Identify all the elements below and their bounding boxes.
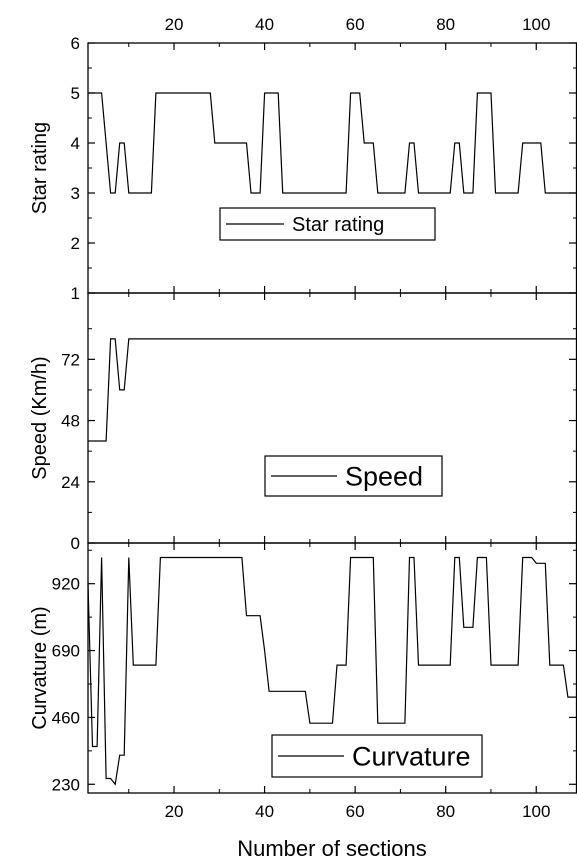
x-tick-label-bottom: 100 [522, 802, 550, 821]
y-tick-label: 460 [52, 708, 80, 727]
x-tick-label-top: 80 [436, 15, 455, 34]
x-axis-label: Number of sections [237, 836, 427, 861]
x-tick-label-top: 20 [165, 15, 184, 34]
legend-label: Curvature [352, 742, 471, 772]
x-tick-label-bottom: 40 [255, 802, 274, 821]
x-tick-label-top: 60 [346, 15, 365, 34]
legend-label: Star rating [292, 214, 384, 236]
y-tick-label: 0 [71, 534, 80, 553]
panel-1-frame [87, 42, 577, 294]
y-tick-label: 72 [61, 350, 80, 369]
y-tick-label: 920 [52, 575, 80, 594]
series-line-star-rating [88, 92, 577, 194]
y-axis-label: Star rating [29, 122, 51, 214]
legend-label: Speed [345, 462, 423, 492]
x-tick-label-bottom: 80 [436, 802, 455, 821]
y-tick-label: 24 [61, 473, 80, 492]
series-line-curvature [87, 556, 577, 786]
series-line-speed [88, 338, 577, 442]
legend-box [219, 207, 436, 241]
y-tick-label: 690 [52, 642, 80, 661]
panel-2-frame [87, 292, 577, 544]
y-tick-label: 3 [71, 184, 80, 203]
x-tick-label-top: 100 [522, 15, 550, 34]
y-tick-label: 48 [61, 412, 80, 431]
x-tick-label-bottom: 60 [346, 802, 365, 821]
y-axis-label: Speed (Km/h) [29, 356, 51, 479]
y-axis-label: Curvature (m) [29, 606, 51, 729]
x-tick-label-bottom: 20 [165, 802, 184, 821]
y-tick-label: 1 [71, 284, 80, 303]
y-tick-label: 2 [71, 234, 80, 253]
x-tick-label-top: 40 [255, 15, 274, 34]
y-tick-label: 5 [71, 84, 80, 103]
y-tick-label: 4 [71, 134, 80, 153]
y-tick-label: 230 [52, 775, 80, 794]
y-tick-label: 6 [71, 34, 80, 53]
